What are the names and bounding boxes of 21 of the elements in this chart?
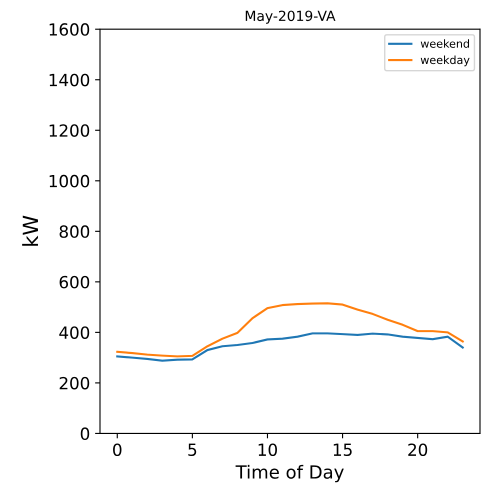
y-axis-title: kW xyxy=(22,216,38,246)
x-tick-label: 5 xyxy=(188,444,196,456)
y-tick-label: 1200 xyxy=(50,124,90,137)
y-tick-label: 1400 xyxy=(50,74,90,86)
legend-label: weekday xyxy=(420,56,470,66)
x-tick-label: 0 xyxy=(113,443,122,456)
line-series xyxy=(116,302,464,358)
chart-title: May-2019-VA xyxy=(246,10,336,24)
y-tick-label: 600 xyxy=(60,276,90,288)
y-tick-label: 0 xyxy=(80,427,90,440)
y-tick-label: 1600 xyxy=(50,23,90,36)
x-axis-title: Time of Day xyxy=(236,464,344,482)
x-tick-label: 20 xyxy=(408,443,428,456)
y-tick-label: 1000 xyxy=(50,174,90,188)
y-tick-label: 800 xyxy=(60,225,90,238)
x-tick-label: 15 xyxy=(334,444,352,456)
x-tick-label: 10 xyxy=(258,443,277,456)
line-series xyxy=(116,332,464,362)
legend-label: weekend xyxy=(420,39,469,48)
y-tick-label: 400 xyxy=(59,326,90,339)
y-tick-label: 200 xyxy=(60,376,90,390)
